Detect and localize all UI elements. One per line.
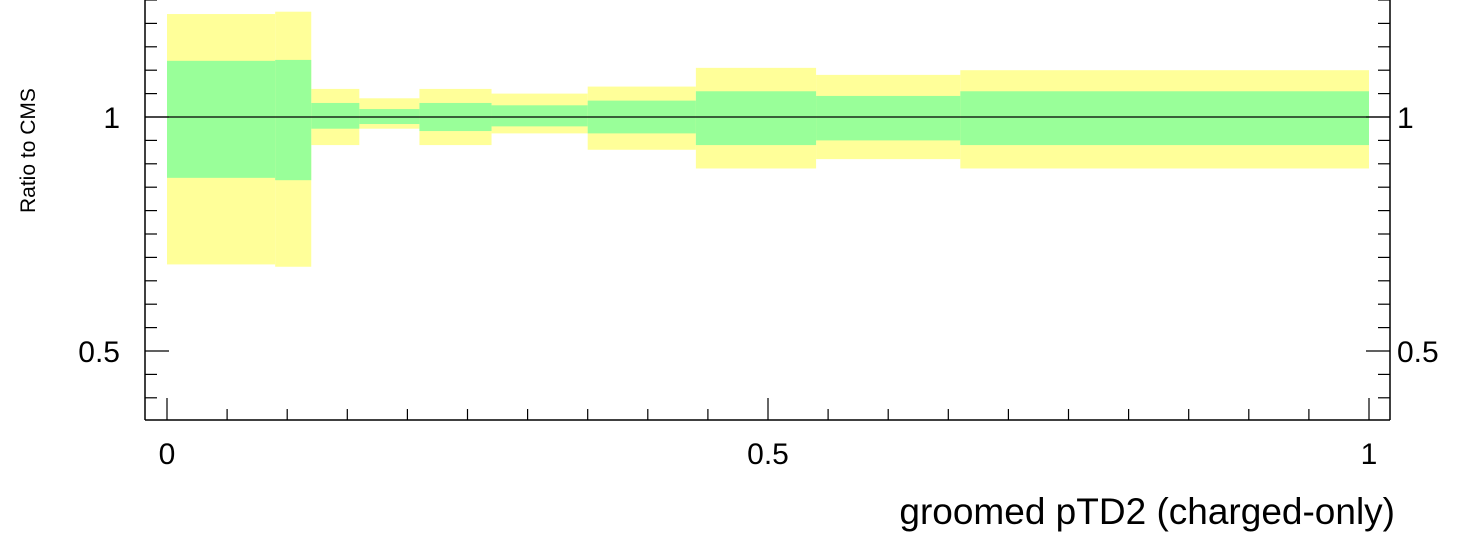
y-axis-ticks <box>145 0 1390 399</box>
inner-band-bin <box>491 105 588 127</box>
y-tick-label-left: 0.5 <box>78 336 120 369</box>
x-axis-title: groomed pTD2 (charged-only) <box>899 491 1395 532</box>
inner-band-bin <box>167 60 276 178</box>
inner-band-bin <box>695 91 817 146</box>
y-tick-label-right: 1 <box>1397 102 1414 135</box>
y-tick-label-left: 1 <box>103 102 120 135</box>
y-tick-label-right: 0.5 <box>1397 336 1439 369</box>
x-axis-tick-labels: 0 0.5 1 <box>159 438 1378 471</box>
y-axis-title: Ratio to CMS <box>17 88 40 213</box>
x-axis-ticks <box>166 398 1370 420</box>
x-tick-label: 0.5 <box>747 438 789 471</box>
inner-band-bin <box>311 102 360 129</box>
x-tick-label: 1 <box>1361 438 1378 471</box>
x-tick-label: 0 <box>159 438 176 471</box>
inner-band-bin <box>960 91 1369 146</box>
plot-frame <box>144 0 1391 421</box>
inner-band-bin <box>275 59 312 181</box>
y-axis-tick-labels: 0.5 0.5 1 1 <box>78 102 1438 369</box>
inner-band-bin <box>816 95 961 141</box>
